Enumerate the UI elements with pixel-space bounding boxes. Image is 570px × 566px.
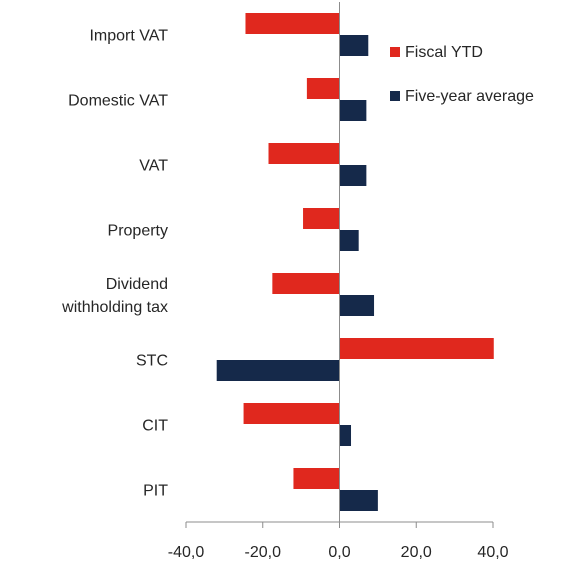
x-tick-label-0: -40,0 (168, 544, 205, 561)
bar-fiscal-ytd-cit (243, 403, 340, 424)
category-label-property: Property (108, 223, 168, 240)
legend-label-five-year-average: Five-year average (405, 88, 534, 105)
axes (186, 2, 493, 523)
x-tick-label-3: 20,0 (401, 544, 432, 561)
category-labels: Import VAT Domestic VAT VAT Property Dividen… (61, 28, 168, 500)
x-tick-label-1: -20,0 (245, 544, 282, 561)
category-label-import-vat: Import VAT (89, 28, 168, 45)
bar-fiscal-ytd-vat (268, 143, 340, 164)
bar-fiscal-ytd-dividend-withholding-tax (272, 273, 340, 294)
legend-swatch-five-year-average (390, 91, 400, 101)
x-tick-label-4: 40,0 (477, 544, 508, 561)
bar-five-year-average-import-vat (339, 35, 369, 56)
category-label-vat: VAT (139, 158, 168, 175)
bar-fiscal-ytd-pit (293, 468, 340, 489)
bar-five-year-average-dividend-withholding-tax (339, 295, 375, 316)
bar-five-year-average-vat (339, 165, 367, 186)
legend: Fiscal YTD Five-year average (390, 44, 534, 105)
x-tick-label-2: 0,0 (328, 544, 350, 561)
bars-layer (216, 13, 494, 511)
bar-fiscal-ytd-stc (339, 338, 494, 359)
bar-five-year-average-stc (216, 360, 340, 381)
bar-five-year-average-property (339, 230, 359, 251)
bar-fiscal-ytd-domestic-vat (306, 78, 340, 99)
x-axis-ticks: -40,0 -20,0 0,0 20,0 40,0 (168, 522, 509, 561)
legend-label-fiscal-ytd: Fiscal YTD (405, 44, 483, 61)
bar-fiscal-ytd-property (303, 208, 340, 229)
category-label-cit: CIT (142, 418, 168, 435)
category-label-dividend-withholding-tax-line-2: withholding tax (61, 299, 168, 316)
category-label-stc: STC (136, 353, 168, 370)
category-label-pit: PIT (143, 483, 168, 500)
bar-five-year-average-cit (339, 425, 352, 446)
legend-swatch-fiscal-ytd (390, 47, 400, 57)
bar-five-year-average-domestic-vat (339, 100, 367, 121)
bar-fiscal-ytd-import-vat (245, 13, 340, 34)
bar-five-year-average-pit (339, 490, 378, 511)
category-label-dividend-withholding-tax-line-1: Dividend (106, 276, 168, 293)
category-label-domestic-vat: Domestic VAT (68, 93, 168, 110)
